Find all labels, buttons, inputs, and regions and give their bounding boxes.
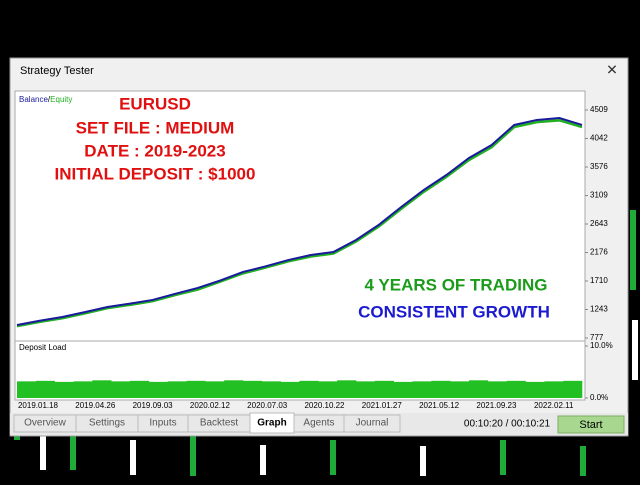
- y-tick-label: 0.0%: [590, 393, 608, 402]
- deposit-title: Deposit Load: [19, 343, 66, 352]
- deposit-bar: [111, 381, 131, 398]
- time-status: 00:10:20 / 00:10:21: [464, 419, 551, 430]
- deposit-bar: [224, 380, 244, 398]
- x-tick-label: 2020.10.22: [304, 401, 345, 410]
- deposit-bar: [280, 381, 300, 398]
- deposit-bar: [506, 380, 526, 398]
- deposit-bar: [544, 381, 564, 398]
- overlay-line: SET FILE : MEDIUM: [76, 118, 235, 137]
- window-title: Strategy Tester: [20, 65, 94, 77]
- y-tick-label: 2176: [590, 248, 608, 257]
- close-button[interactable]: ✕: [606, 62, 618, 78]
- overlay-line: INITIAL DEPOSIT : $1000: [55, 164, 256, 183]
- y-tick-label: 777: [590, 333, 604, 342]
- deposit-bar: [243, 380, 263, 398]
- start-button[interactable]: [557, 415, 625, 434]
- deposit-bar: [148, 381, 168, 398]
- deposit-bar: [130, 380, 150, 398]
- legend: Balance/Equity: [19, 95, 72, 104]
- deposit-bar: [469, 380, 489, 398]
- overlay-line: EURUSD: [119, 94, 191, 113]
- series-line: [16, 119, 583, 328]
- x-tick-label: 2019.04.26: [75, 401, 116, 410]
- deposit-bar: [35, 380, 55, 398]
- deposit-bar: [54, 381, 74, 398]
- x-tick-label: 2019.09.03: [133, 401, 174, 410]
- legend-separator: /: [48, 95, 51, 104]
- start-label[interactable]: Start: [579, 419, 602, 431]
- deposit-bar: [563, 380, 583, 398]
- tab-label: Journal: [356, 418, 389, 429]
- y-tick-label: 1710: [590, 276, 608, 285]
- tab-label: Overview: [24, 418, 66, 429]
- tab-label: Backtest: [200, 418, 239, 429]
- x-tick-label: 2020.07.03: [247, 401, 288, 410]
- series-line: [16, 116, 583, 326]
- legend-entry: Balance: [19, 95, 48, 104]
- deposit-bar: [337, 380, 357, 398]
- y-tick-label: 3576: [590, 162, 608, 171]
- deposit-bar: [73, 381, 93, 398]
- plot: 777 1243 1710 2176 2643 3109 3576 4042 4509: [16, 105, 608, 342]
- deposit-bar: [525, 381, 545, 398]
- deposit-bar: [356, 381, 376, 398]
- x-tick-label: 2020.02.12: [190, 401, 231, 410]
- x-tick-label: 2021.05.12: [419, 401, 460, 410]
- deposit-bar: [487, 381, 507, 398]
- tabs: Overview Settings Inputs Backtest Graph Agent…: [13, 412, 401, 434]
- y-tick-label: 4042: [590, 134, 608, 143]
- deposit-bar: [92, 380, 112, 398]
- x-tick-label: 2021.09.23: [476, 401, 517, 410]
- y-tick-label: 3109: [590, 191, 608, 200]
- x-tick-label: 2022.02.11: [534, 401, 574, 410]
- legend-entry: Equity: [50, 95, 72, 104]
- y-tick-label: 1243: [590, 305, 608, 314]
- tab-label: Inputs: [149, 418, 176, 429]
- deposit-bar: [205, 381, 225, 398]
- tab-label: Agents: [303, 418, 334, 429]
- x-tick-label: 2019.01.18: [18, 401, 59, 410]
- deposit-bar: [167, 381, 187, 398]
- deposit-bar: [393, 381, 413, 398]
- deposit-bar: [374, 380, 394, 398]
- deposit-bar: [412, 381, 432, 398]
- deposit-bar: [431, 380, 451, 398]
- subline: CONSISTENT GROWTH: [358, 302, 550, 321]
- deposit-bar: [450, 381, 470, 398]
- tab-label: Settings: [89, 418, 125, 429]
- y-tick-label: 2643: [590, 219, 608, 228]
- y-tick-label: 4509: [590, 105, 608, 114]
- headline: 4 YEARS OF TRADING: [365, 275, 548, 294]
- tab-label: Graph: [257, 418, 286, 429]
- y-tick-label: 10.0%: [590, 341, 613, 350]
- x-tick-label: 2021.01.27: [362, 401, 403, 410]
- legend-text: Balance/Equity: [19, 95, 72, 104]
- overlay-lines: EURUSD SET FILE : MEDIUM DATE : 2019-202…: [55, 94, 256, 183]
- deposit-bar: [261, 381, 281, 398]
- overlay-line: DATE : 2019-2023: [84, 141, 225, 160]
- deposit-bar: [299, 380, 319, 398]
- deposit-bar: [318, 381, 338, 398]
- deposit-bar: [17, 381, 37, 398]
- deposit-bar: [186, 380, 206, 398]
- tab[interactable]: [343, 414, 401, 433]
